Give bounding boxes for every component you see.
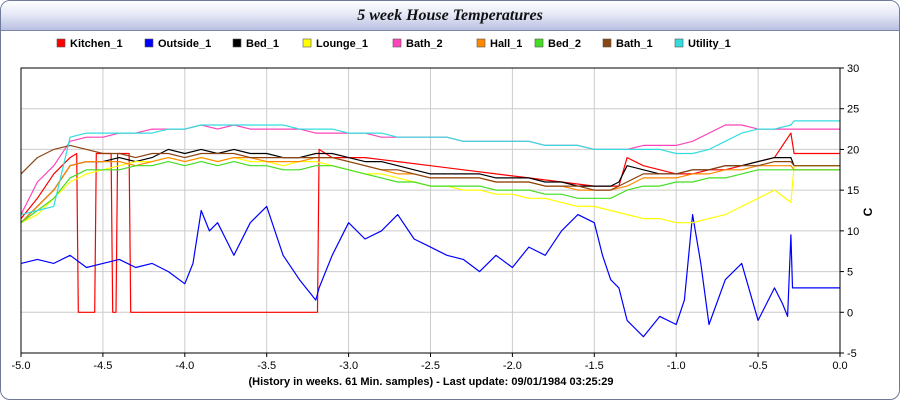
x-tick-label: -4.5 <box>93 360 112 372</box>
series-line-bath-1 <box>20 144 840 191</box>
legend-swatch <box>674 38 684 48</box>
legend-label: Hall_1 <box>490 38 522 50</box>
x-tick-label: -3.0 <box>339 360 358 372</box>
legend-swatch <box>602 38 612 48</box>
legend-swatch <box>392 38 402 48</box>
y-tick-label: -5 <box>847 348 857 360</box>
series-line-outside-1 <box>20 205 840 338</box>
y-tick-label: 30 <box>847 63 859 75</box>
legend-swatch <box>144 38 154 48</box>
x-axis: -5.0 -4.5 -4.0 -3.5 -3.0 -2.5 -2.0 -1.5 -1.0 -0.5… <box>12 353 848 372</box>
x-tick-label: -0.5 <box>749 360 768 372</box>
legend-swatch <box>476 38 486 48</box>
x-tick-label: -2.0 <box>503 360 522 372</box>
legend-swatch <box>302 38 312 48</box>
x-tick-label: -5.0 <box>12 360 31 372</box>
legend-label: Utility_1 <box>688 38 731 50</box>
legend-swatch <box>232 38 242 48</box>
y-tick-label: 15 <box>847 185 859 197</box>
legend-swatch <box>56 38 66 48</box>
series-line-bed-2 <box>20 161 840 224</box>
x-tick-label: -2.5 <box>421 360 440 372</box>
x-tick-label: -1.0 <box>667 360 686 372</box>
legend-label: Bath_2 <box>406 38 443 50</box>
legend: Kitchen_1 Outside_1 Bed_1 Lounge_1 Bath_2 Hal… <box>56 38 731 50</box>
legend-swatch <box>534 38 544 48</box>
x-tick-label: -1.5 <box>585 360 604 372</box>
legend-label: Bath_1 <box>616 38 653 50</box>
y-axis: -5 0 5 10 15 20 25 30 <box>840 63 859 360</box>
y-tick-label: 25 <box>847 104 859 116</box>
chart-title: 5 week House Temperatures <box>357 7 543 24</box>
legend-label: Lounge_1 <box>316 38 368 50</box>
y-tick-label: 5 <box>847 267 853 279</box>
x-tick-label: 0.0 <box>832 360 847 372</box>
legend-label: Bed_2 <box>548 38 581 50</box>
title-bar: 5 week House Temperatures <box>1 1 899 31</box>
x-axis-label: (History in weeks. 61 Min. samples) - La… <box>249 376 614 388</box>
series-line-kitchen-1 <box>20 132 840 313</box>
legend-label: Bed_1 <box>246 38 279 50</box>
y-tick-label: 20 <box>847 144 859 156</box>
series-line-utility-1 <box>20 120 840 216</box>
x-tick-label: -4.0 <box>175 360 194 372</box>
y-axis-label: C <box>861 207 875 216</box>
x-tick-label: -3.5 <box>257 360 276 372</box>
y-tick-label: 10 <box>847 226 859 238</box>
legend-label: Kitchen_1 <box>70 38 123 50</box>
legend-label: Outside_1 <box>158 38 211 50</box>
y-tick-label: 0 <box>847 307 853 319</box>
series-layer <box>20 120 840 338</box>
